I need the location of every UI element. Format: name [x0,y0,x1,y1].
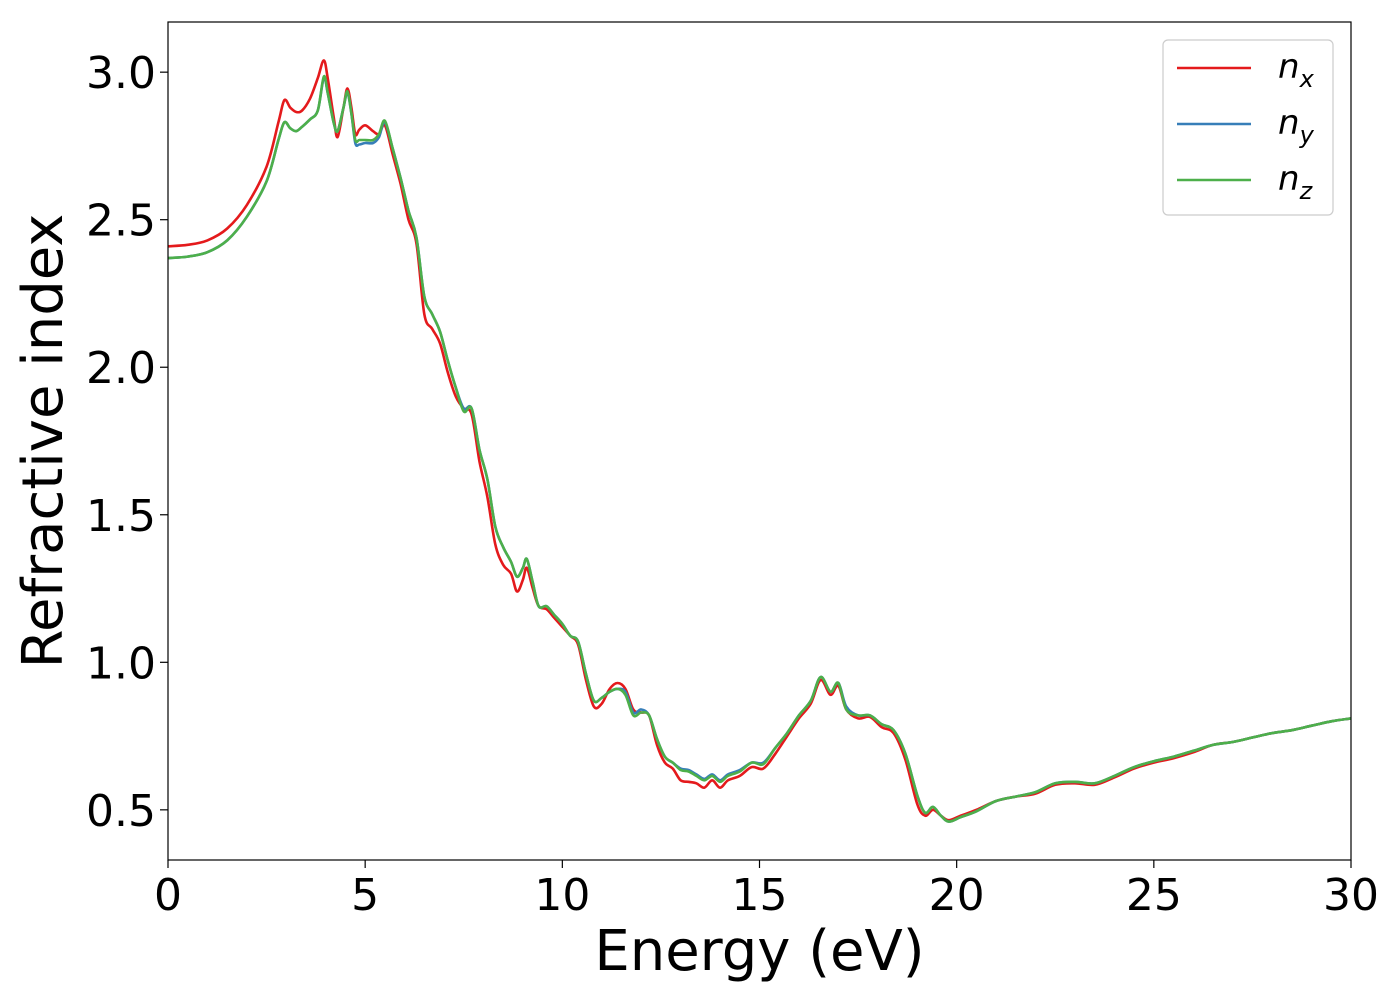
legend-label-n-x: nx [1278,47,1315,93]
x-tick-label: 15 [732,870,788,921]
x-tick-label: 5 [351,870,379,921]
x-tick-label: 30 [1323,870,1379,921]
series-layer [168,59,1351,823]
y-tick-label: 1.5 [86,491,156,542]
series-line-n-z [168,74,1351,823]
x-tick-label: 20 [929,870,985,921]
y-tick-label: 0.5 [86,786,156,837]
legend-label-n-y: ny [1278,103,1315,149]
x-tick-label: 25 [1126,870,1182,921]
y-tick-label: 1.0 [86,638,156,689]
y-tick-label: 2.0 [86,343,156,394]
y-axis-title: Refractive index [11,214,76,669]
y-tick-label: 3.0 [86,48,156,99]
y-axis: 0.5 1.0 1.5 2.0 2.5 3.0 [86,48,168,837]
x-axis-title: Energy (eV) [594,919,924,984]
x-tick-label: 0 [154,870,182,921]
x-tick-label: 10 [534,870,590,921]
legend: nx ny nz [1162,39,1334,216]
x-axis: 0 5 10 15 20 25 30 [154,860,1379,921]
y-tick-label: 2.5 [86,196,156,247]
legend-box [1162,39,1334,216]
legend-label-n-z: nz [1278,159,1314,205]
